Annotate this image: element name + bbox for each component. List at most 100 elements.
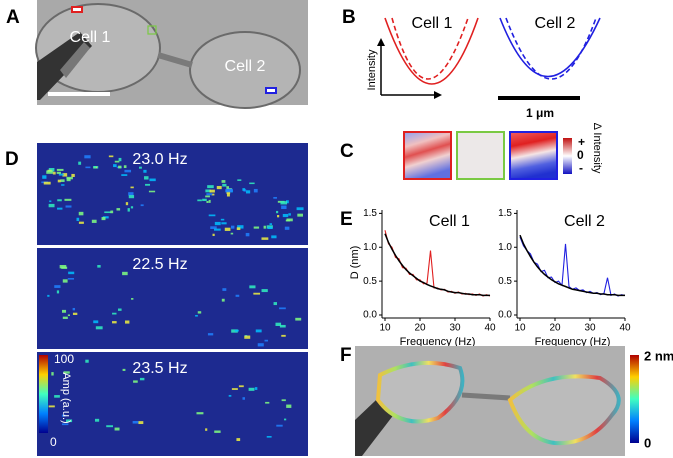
speckle [261, 237, 269, 240]
roi-marker [265, 87, 277, 94]
x-tick-label: 40 [619, 323, 631, 334]
speckle [57, 207, 63, 210]
axis-arrow [377, 38, 385, 46]
y-tick-label: 1.0 [363, 242, 377, 253]
speckle [244, 335, 251, 339]
speckle [62, 173, 68, 177]
speckle [261, 289, 268, 293]
x-tick-label: 10 [514, 323, 526, 334]
speckle [57, 199, 62, 202]
speckle [265, 401, 270, 404]
speckle [222, 288, 227, 291]
speckle [276, 424, 283, 427]
cell-label: Cell 2 [225, 58, 266, 75]
speckle [242, 397, 246, 400]
speckle [71, 173, 75, 177]
speckle [205, 428, 208, 431]
speckle [235, 294, 240, 297]
speckle [143, 169, 147, 173]
data-line [384, 233, 490, 297]
speckle [297, 213, 303, 217]
speckle [234, 329, 239, 332]
x-tick-label: 40 [484, 323, 496, 334]
speckle [281, 205, 287, 210]
roi-marker [71, 6, 83, 13]
speckle [114, 427, 120, 431]
speckle [206, 200, 209, 203]
amplitude-map [37, 143, 308, 245]
roi-marker [147, 25, 157, 35]
speckle [197, 199, 202, 202]
speckle [64, 198, 72, 201]
speckle [277, 215, 280, 218]
speckle [202, 198, 207, 202]
y-tick-label: 0.0 [363, 310, 377, 321]
speckle [281, 399, 286, 402]
speckle [93, 320, 99, 324]
speckle [267, 226, 273, 229]
speckle [253, 188, 258, 193]
speckle [254, 387, 258, 390]
speckle [295, 317, 302, 321]
speckle [280, 201, 288, 205]
speckle [271, 235, 277, 239]
speckle [130, 206, 134, 209]
x-tick-label: 30 [584, 323, 596, 334]
speckle [249, 182, 255, 185]
speckle [101, 217, 106, 221]
speckle [76, 217, 80, 221]
speckle [61, 414, 66, 417]
panel-label: E [340, 209, 353, 230]
panel-label: C [340, 141, 354, 162]
speckle [118, 157, 122, 162]
speckle [230, 232, 234, 235]
speckle [148, 190, 156, 193]
speckle [62, 279, 68, 283]
panel-a: Cell 1 Cell 2 A [6, 0, 308, 109]
amplitude-map [37, 352, 308, 456]
roi-image [456, 131, 505, 180]
speckle [56, 290, 60, 294]
speckle [144, 176, 149, 180]
panel-label: D [5, 149, 19, 170]
speckle [116, 208, 121, 211]
speckle [54, 395, 60, 398]
roi-image [509, 131, 558, 180]
speckle [130, 186, 134, 189]
speckle [282, 213, 289, 218]
colorbar [630, 355, 639, 443]
y-axis-label: D (nm) [349, 246, 361, 280]
speckle [94, 418, 100, 422]
speckle [78, 221, 84, 224]
speckle [195, 314, 198, 317]
speckles [41, 155, 304, 442]
speckle [72, 312, 78, 315]
speckle [245, 232, 250, 237]
speckle [128, 192, 134, 196]
speckle [208, 199, 211, 203]
frequency-label: 23.0 Hz [132, 151, 187, 168]
x-tick-label: 30 [449, 323, 461, 334]
speckle [206, 193, 213, 196]
speckle [276, 210, 279, 214]
speckle [212, 233, 215, 237]
speckle [46, 170, 53, 174]
speckle [253, 292, 261, 295]
speckle [91, 219, 97, 223]
speckle [124, 169, 132, 173]
profile-curve [499, 17, 601, 78]
speckle [257, 343, 264, 347]
speckle [249, 285, 256, 289]
neurite [157, 52, 193, 68]
colorbar-title: Δ Intensity [591, 123, 603, 174]
speckle [72, 307, 76, 311]
x-axis-label: Frequency (Hz) [400, 336, 476, 348]
speckle [122, 271, 128, 276]
speckle [211, 193, 215, 196]
speckle [226, 190, 231, 195]
colorbar-label: - [579, 161, 583, 175]
amplitude-map [37, 248, 308, 349]
speckle [54, 285, 61, 288]
speckle [47, 294, 50, 297]
